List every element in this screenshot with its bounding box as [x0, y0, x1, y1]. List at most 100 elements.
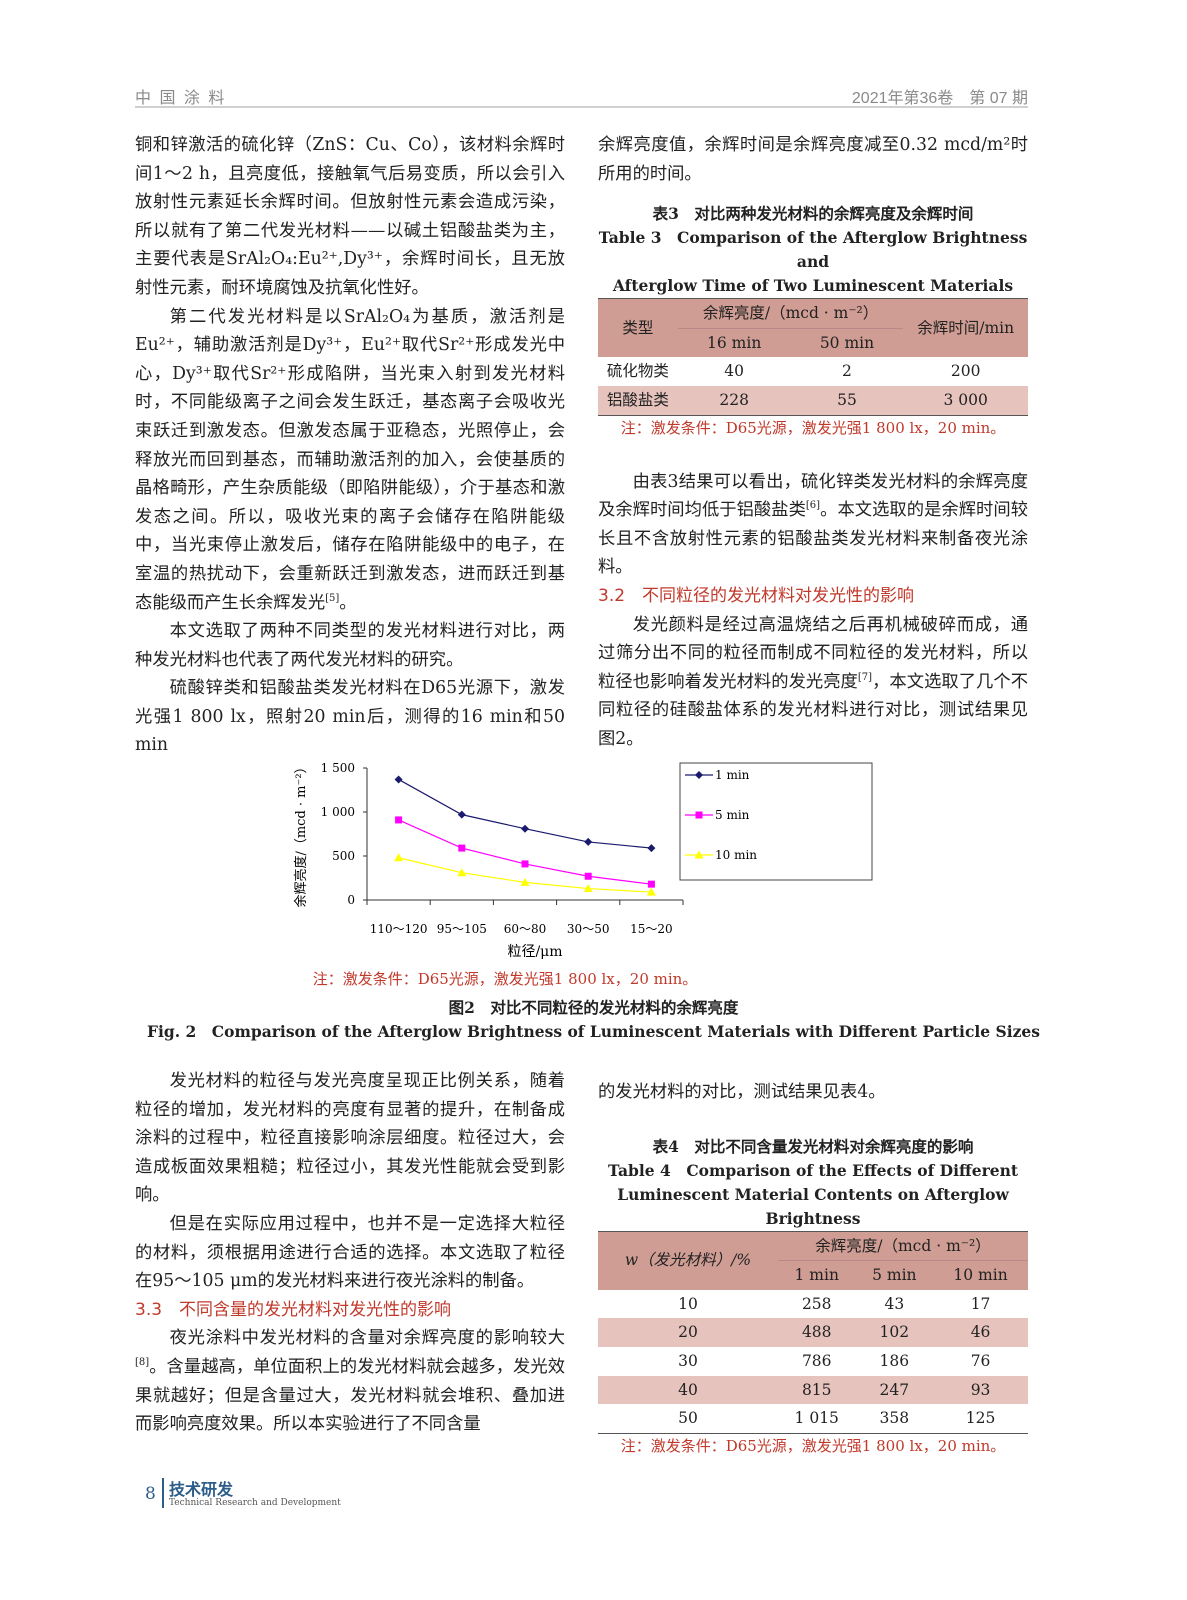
x-tick-label: 110～120	[370, 922, 428, 936]
x-axis-label: 粒径/μm	[507, 944, 562, 960]
table-cell: 247	[879, 1380, 910, 1399]
paragraph: 但是在实际应用过程中，也并不是一定选择大粒径的材料，须根据用途进行合适的选择。本…	[135, 1213, 565, 1292]
paragraph: 夜光涂料中发光材料的含量对余辉亮度的影响较大 [8]。含量越高，单位面积上的发光材…	[135, 1324, 565, 1438]
table-row: 铝酸盐类 228 55 3 000	[598, 385, 1028, 416]
table4-caption-en: Table 4 Comparison of the Effects of Dif…	[607, 1160, 1019, 1180]
text-segment: 。本文选取的是余辉时间较长且不含放射性元素的铝酸盐类发光材料来制备夜光涂料。	[598, 500, 1028, 578]
paragraph: 由表3结果可以看出，硫化锌类发光材料的余辉亮度及余辉时间均低于铝酸盐类[6]。本…	[598, 468, 1028, 582]
table-cell: 358	[879, 1409, 910, 1428]
paragraph: 的发光材料的对比，测试结果见表4。	[598, 1082, 886, 1102]
table-cell: 3 000	[943, 390, 988, 409]
paragraph: 发光颜料是经过高温烧结之后再机械破碎而成，通过筛分出不同的粒径而制成不同粒径的发…	[598, 611, 1028, 754]
data-point	[646, 887, 656, 896]
figure-note: 注：激发条件：D65光源，激发光强1 800 lx，20 min。	[312, 970, 698, 988]
text-segment: 夜光涂料中发光材料的含量对余辉亮度的影响较大	[169, 1328, 565, 1349]
citation: [5]	[325, 592, 340, 604]
issue-info: 2021年第36卷 第 07 期	[851, 90, 1028, 107]
figure-caption-cn: 图2 对比不同粒径的发光材料的余辉亮度	[448, 998, 739, 1017]
data-point	[394, 775, 403, 784]
text-segment: 第二代发光材料是以SrAl₂O₄为基质，激活剂是Eu²⁺，辅助激活剂是Dy³⁺，…	[135, 306, 565, 613]
header-divider	[135, 106, 1028, 108]
data-point	[647, 880, 655, 888]
data-point	[521, 824, 529, 833]
section-heading-3-3: 3.3 不同含量的发光材料对发光性的影响	[135, 1299, 452, 1320]
table-cell: 40	[678, 1380, 698, 1399]
table-cell: 786	[801, 1351, 832, 1370]
table3: 类型 余辉亮度/（mcd · m⁻²） 余辉时间/min 16 min 50 min …	[598, 298, 1028, 416]
y-tick-label: 1 000	[321, 805, 355, 819]
table-cell: 488	[801, 1323, 832, 1342]
x-tick-label: 60～80	[504, 922, 547, 936]
left-column-top: 铜和锌激活的硫化锌（ZnS：Cu、Co），该材料余辉时间1～2 h，且亮度低，接…	[135, 131, 565, 760]
table-cell: 43	[884, 1294, 905, 1313]
legend-label: 1 min	[715, 768, 750, 782]
page-number: 8	[145, 1484, 156, 1504]
table-cell: 17	[970, 1294, 991, 1313]
data-point	[521, 860, 529, 868]
data-point	[520, 877, 530, 886]
table-header: w（发光材料）/%	[624, 1251, 752, 1270]
table-cell: 铝酸盐类	[606, 390, 669, 409]
table-row: 50 1 015 358 125	[598, 1404, 1028, 1434]
data-point	[457, 868, 467, 877]
y-tick-label: 1 500	[321, 761, 355, 775]
table-header: 16 min	[707, 333, 762, 352]
data-point	[458, 844, 466, 852]
data-point	[457, 810, 466, 819]
table-cell: 硫化物类	[606, 362, 669, 381]
table-cell: 30	[678, 1351, 698, 1370]
table-cell: 55	[837, 390, 857, 409]
citation: [7]	[857, 671, 873, 683]
table3-caption-en: Table 3 Comparison of the Afterglow Brig…	[598, 228, 1028, 272]
data-point	[695, 771, 703, 779]
table-cell: 186	[879, 1351, 910, 1370]
table-header: 50 min	[819, 333, 875, 352]
table-cell: 93	[970, 1380, 991, 1399]
table3-caption-cn: 表3 对比两种发光材料的余辉亮度及余辉时间	[652, 204, 974, 224]
table-row: 20 488 102 46	[598, 1318, 1028, 1347]
paragraph: 铜和锌激活的硫化锌（ZnS：Cu、Co），该材料余辉时间1～2 h，且亮度低，接…	[135, 131, 565, 303]
x-tick-label: 15～20	[630, 922, 673, 936]
table-header: 10 min	[953, 1266, 1008, 1285]
data-point	[584, 837, 593, 846]
table-header: 余辉亮度/（mcd · m⁻²）	[677, 298, 904, 329]
table4-caption-cn: 表4 对比不同含量发光材料对余辉亮度的影响	[652, 1136, 974, 1156]
text-segment: 发光颜料是经过高温烧结之后再机械破碎而成，通过筛分出不同的粒径而制成不同粒径的发…	[598, 614, 1028, 692]
y-tick-label: 500	[332, 849, 355, 863]
journal-name: 中 国 涂 料	[135, 90, 227, 107]
footer-divider	[162, 1478, 164, 1508]
table-cell: 102	[879, 1323, 910, 1342]
data-point	[647, 844, 656, 853]
table3-note: 注：激发条件：D65光源，激发光强1 800 lx，20 min。	[620, 418, 1006, 437]
table-cell: 50	[678, 1409, 698, 1428]
table3-caption-en: Afterglow Time of Two Luminescent Materi…	[612, 276, 1014, 296]
paragraph: 发光材料的粒径与发光亮度呈现正比例关系，随着粒径的增加，发光材料的亮度有显著的提…	[135, 1071, 565, 1206]
table-cell: 1 015	[794, 1409, 839, 1428]
footer-section-en: Technical Research and Development	[169, 1498, 341, 1508]
table-header: 余辉时间/min	[917, 318, 1015, 337]
table4-body: 10 258 43 17 20 488 102 46 30 786 186 76 40 815 247 93 5…	[598, 1290, 1028, 1434]
table-row: 30 786 186 76	[598, 1347, 1028, 1376]
table-cell: 125	[965, 1409, 996, 1428]
data-point	[584, 872, 592, 880]
data-point	[394, 853, 404, 862]
y-axis-label: 余辉亮度/（mcd · m⁻²）	[293, 760, 309, 907]
table-cell: 258	[801, 1294, 832, 1313]
table-cell: 20	[678, 1323, 698, 1342]
footer-section-cn: 技术研发	[169, 1480, 234, 1499]
paragraph: 硫酸锌类和铝酸盐类发光材料在D65光源下，激发光强1 800 lx，照射20 m…	[135, 674, 565, 760]
table-cell: 228	[719, 390, 749, 409]
paragraph: 第二代发光材料是以SrAl₂O₄为基质，激活剂是Eu²⁺，辅助激活剂是Dy³⁺，…	[135, 303, 565, 618]
x-tick-label: 30～50	[567, 922, 610, 936]
text-segment: 铜和锌激活的硫化锌（ZnS：Cu、Co），该材料余辉时间1～2 h，且亮度低，接…	[135, 135, 565, 298]
table-header: 类型	[622, 318, 654, 337]
paragraph: 本文选取了两种不同类型的发光材料进行对比，两种发光材料也代表了两代发光材料的研究…	[135, 617, 565, 674]
table-cell: 815	[801, 1380, 832, 1399]
text-segment: 由表3结果可以看出，硫化锌类发光材料的余辉亮度及余辉时间均低于铝酸盐类	[598, 471, 1028, 521]
data-point	[694, 850, 704, 859]
table-row: 40 815 247 93	[598, 1375, 1028, 1405]
table4: w（发光材料）/% 余辉亮度/（mcd · m⁻²） 1 min 5 min 10 m…	[598, 1230, 1028, 1434]
table-header: 余辉亮度/（mcd · m⁻²）	[777, 1231, 1028, 1262]
series-line	[398, 778, 652, 849]
